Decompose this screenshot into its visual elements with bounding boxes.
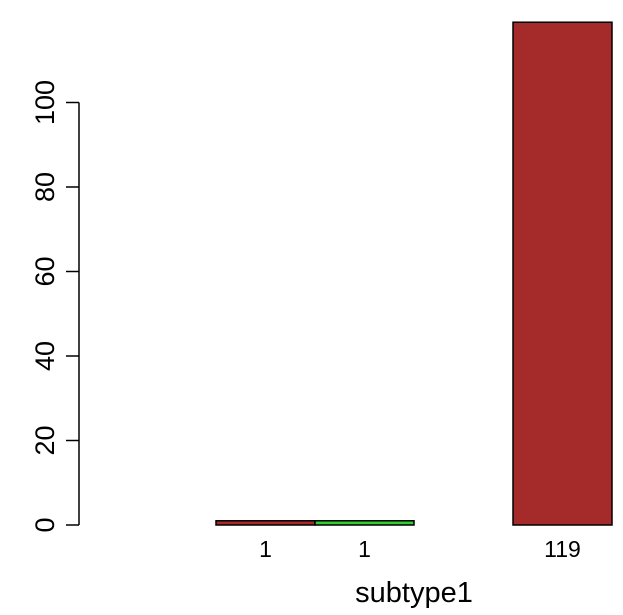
bar-label: 119: [544, 536, 581, 562]
bar: [314, 520, 415, 526]
y-tick-label: 20: [30, 425, 60, 455]
y-tick-label: 60: [30, 256, 60, 286]
y-axis: 0 20 40 60 80 100: [30, 80, 80, 533]
bar-label: 1: [358, 536, 371, 562]
bar: [512, 21, 613, 526]
x-axis-title: subtype1: [355, 577, 473, 609]
bar: [215, 520, 316, 526]
y-tick-label: 0: [30, 517, 60, 532]
bars: [215, 21, 613, 526]
y-tick-label: 80: [30, 172, 60, 202]
y-tick-label: 40: [30, 341, 60, 371]
bar-labels: 1 1 119: [259, 536, 581, 562]
bar-label: 1: [259, 536, 272, 562]
y-tick-label: 100: [30, 80, 60, 125]
